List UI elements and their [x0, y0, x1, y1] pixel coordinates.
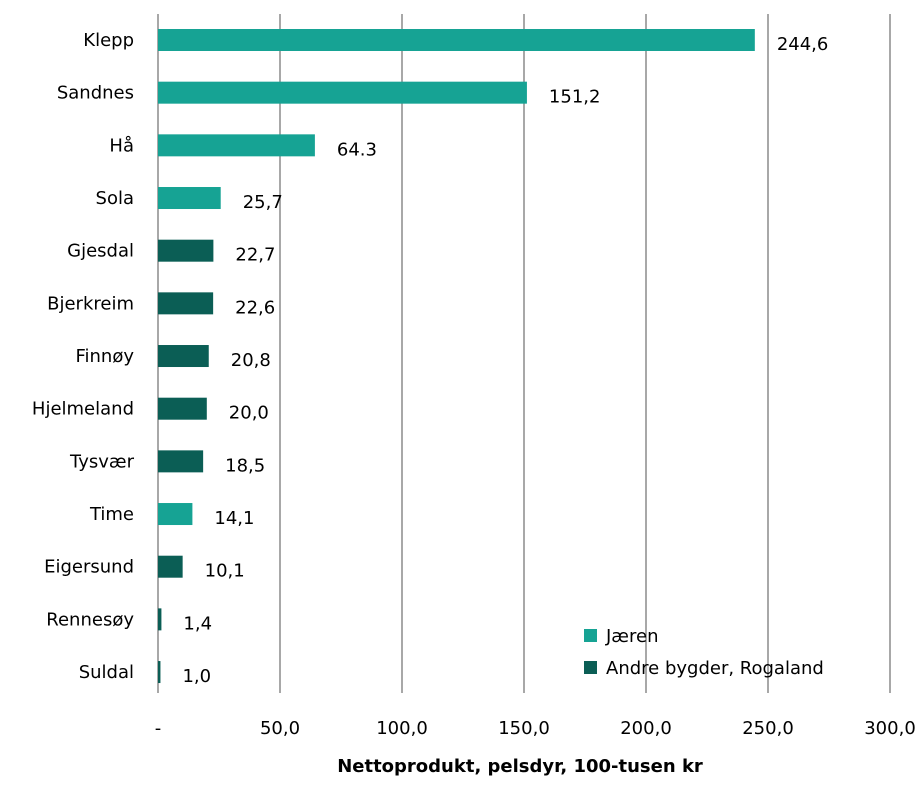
data-label: 20,0 [229, 403, 269, 424]
bar-bjerkreim [158, 292, 214, 315]
bar-hjelmeland [158, 397, 207, 420]
category-label: Sola [96, 188, 134, 209]
data-label: 151,2 [549, 87, 601, 108]
category-label: Bjerkreim [47, 293, 134, 314]
data-label: 22,6 [235, 297, 275, 318]
legend: Jæren Andre bygder, Rogaland [584, 626, 824, 679]
x-tick-label: 250,0 [742, 718, 794, 739]
bar-sola [158, 187, 221, 210]
data-label: 22,7 [235, 245, 275, 266]
data-label: 18,5 [225, 455, 265, 476]
category-label: Tysvær [69, 451, 135, 472]
bar-sandnes [158, 81, 527, 104]
x-tick-label: 50,0 [260, 718, 300, 739]
legend-entry: Jæren [605, 626, 658, 647]
bar-time [158, 503, 193, 526]
bar-suldal [158, 661, 161, 684]
data-label: 1,0 [182, 666, 211, 687]
data-label: 20,8 [231, 350, 271, 371]
category-label: Sandnes [57, 83, 134, 104]
category-label: Gjesdal [67, 241, 134, 262]
data-label: 14,1 [214, 508, 254, 529]
x-tick-label: 300,0 [864, 718, 916, 739]
bar-finnøy [158, 345, 209, 368]
bar-klepp [158, 29, 755, 51]
x-axis-title: Nettoprodukt, pelsdyr, 100-tusen kr [337, 756, 703, 777]
data-label: 10,1 [205, 561, 245, 582]
bar-hå [158, 134, 315, 157]
legend-swatch [584, 629, 597, 642]
data-label: 244,6 [777, 34, 829, 55]
legend-swatch [584, 661, 597, 674]
data-labels: 244,6 151,2 64.3 25,7 22,7 22,6 20,8 20,0 18,5 14… [182, 34, 828, 687]
gridlines [157, 14, 891, 693]
bar-tysvær [158, 450, 204, 473]
bars [158, 29, 755, 684]
category-label: Hå [109, 135, 134, 156]
category-label: Eigersund [44, 557, 134, 578]
category-label: Time [89, 504, 134, 525]
category-label: Finnøy [75, 346, 134, 367]
category-labels: Klepp Sandnes Hå Sola Gjesdal Bjerkreim Finnøy… [32, 30, 135, 683]
category-label: Klepp [83, 30, 134, 51]
data-label: 1,4 [183, 613, 212, 634]
category-label: Suldal [79, 662, 134, 683]
category-label: Hjelmeland [32, 399, 134, 420]
legend-entry: Andre bygder, Rogaland [606, 658, 824, 679]
bar-gjesdal [158, 239, 214, 262]
x-tick-label: 100,0 [376, 718, 428, 739]
data-label: 25,7 [243, 192, 283, 213]
x-tick-label: 200,0 [620, 718, 672, 739]
x-tick-label: - [155, 718, 162, 739]
x-axis-ticks: - 50,0 100,0 150,0 200,0 250,0 300,0 [155, 718, 916, 739]
x-tick-label: 150,0 [498, 718, 550, 739]
bar-rennesøy [158, 608, 162, 631]
category-label: Rennesøy [46, 609, 134, 630]
bar-eigersund [158, 555, 183, 578]
data-label: 64.3 [337, 139, 377, 160]
